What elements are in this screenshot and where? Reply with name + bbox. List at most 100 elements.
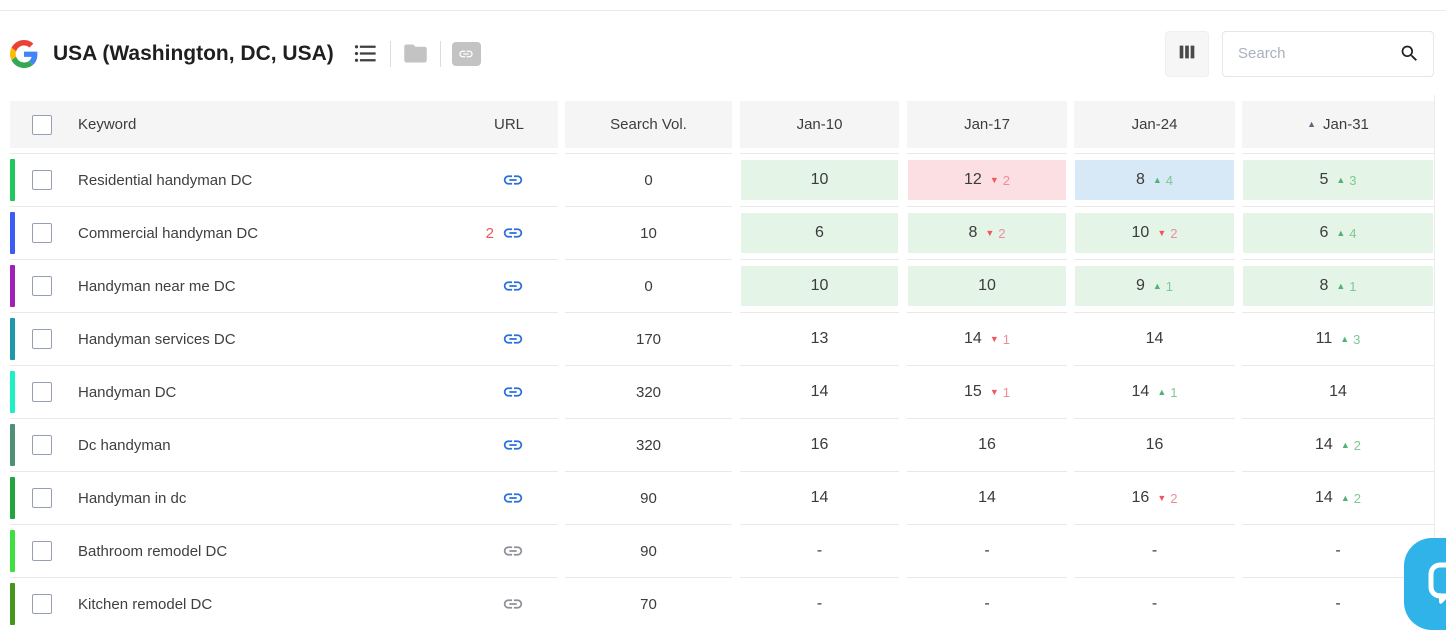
url-link-icon[interactable] bbox=[502, 169, 524, 191]
url-link-icon[interactable] bbox=[502, 381, 524, 403]
rank-change: ▲ 1 bbox=[1153, 279, 1173, 294]
rank-cell: 16 bbox=[907, 418, 1067, 471]
rank-change: ▼ 2 bbox=[990, 173, 1010, 188]
keyword-color-bar bbox=[10, 265, 15, 307]
search-vol-column-label: Search Vol. bbox=[610, 116, 687, 133]
rank-value: 16 bbox=[978, 436, 996, 453]
rank-change-value: 3 bbox=[1349, 172, 1357, 188]
row-checkbox[interactable] bbox=[32, 488, 52, 508]
rank-value: 13 bbox=[810, 330, 829, 347]
rank-value-pill: - bbox=[1075, 531, 1234, 571]
table-row: Handyman DC 320 14 15 ▼ 1 14 ▲ 1 14 bbox=[10, 365, 1434, 418]
search-box bbox=[1222, 30, 1434, 77]
rank-cell: 14 bbox=[1074, 312, 1235, 365]
select-all-checkbox[interactable] bbox=[32, 114, 52, 135]
url-link-icon[interactable] bbox=[502, 275, 524, 297]
chat-widget-button[interactable] bbox=[1404, 538, 1446, 630]
rank-change-value: 2 bbox=[1353, 490, 1361, 506]
rank-cell: - bbox=[1242, 577, 1434, 630]
rank-value-pill: - bbox=[908, 584, 1066, 624]
rank-change: ▲ 1 bbox=[1157, 385, 1177, 400]
search-volume-cell: 320 bbox=[565, 418, 732, 471]
rank-value: 8 bbox=[1319, 277, 1329, 294]
row-checkbox[interactable] bbox=[32, 382, 52, 402]
keyword-color-bar bbox=[10, 318, 15, 360]
row-checkbox[interactable] bbox=[32, 223, 52, 243]
rank-change: ▲ 4 bbox=[1336, 226, 1356, 241]
keyword-label: Residential handyman DC bbox=[78, 171, 253, 189]
rank-cell: 5 ▲ 3 bbox=[1242, 153, 1434, 206]
up-arrow-icon: ▲ bbox=[1340, 333, 1350, 344]
rank-cell: 16 ▼ 2 bbox=[1074, 471, 1235, 524]
folder-link-icon[interactable] bbox=[451, 41, 481, 66]
keyword-cell: Residential handyman DC bbox=[10, 153, 558, 206]
rank-value-pill: 11 ▲ 3 bbox=[1243, 319, 1433, 359]
rank-change: ▲ 3 bbox=[1336, 173, 1356, 188]
url-link-icon[interactable] bbox=[502, 328, 524, 350]
keyword-label: Dc handyman bbox=[78, 436, 171, 454]
columns-settings-button[interactable] bbox=[1165, 30, 1209, 77]
rank-value-pill: - bbox=[741, 584, 898, 624]
keyword-list-icon[interactable] bbox=[352, 40, 379, 67]
rank-value: 10 bbox=[810, 277, 829, 294]
rank-change-value: 2 bbox=[1170, 490, 1178, 506]
rank-cell: - bbox=[1074, 524, 1235, 577]
date-column-label: Jan-17 bbox=[964, 116, 1010, 133]
header-date-jan-17[interactable]: Jan-17 bbox=[907, 101, 1067, 148]
url-link-icon[interactable] bbox=[502, 222, 524, 244]
rank-value-pill: 14 bbox=[908, 478, 1066, 518]
header-date-jan-31[interactable]: ▲ Jan-31 bbox=[1242, 101, 1434, 148]
rank-value-pill: 14 ▲ 1 bbox=[1075, 372, 1234, 412]
window-top-edge bbox=[0, 0, 1446, 11]
header-keyword[interactable]: Keyword URL bbox=[10, 101, 558, 148]
rank-cell: 6 ▲ 4 bbox=[1242, 206, 1434, 259]
rank-change-value: 4 bbox=[1165, 172, 1174, 188]
rank-value: 14 bbox=[1145, 330, 1164, 347]
url-link-icon[interactable] bbox=[502, 434, 524, 456]
rank-value: 14 bbox=[964, 330, 982, 347]
rank-change-value: 3 bbox=[1353, 331, 1361, 347]
url-link-icon[interactable] bbox=[502, 540, 524, 562]
rank-cell: 14 ▲ 2 bbox=[1242, 471, 1434, 524]
header-date-jan-10[interactable]: Jan-10 bbox=[740, 101, 899, 148]
rank-change: ▼ 2 bbox=[985, 226, 1005, 241]
rank-value: - bbox=[816, 595, 823, 612]
down-arrow-icon: ▼ bbox=[989, 333, 999, 344]
rank-change: ▲ 4 bbox=[1153, 173, 1173, 188]
keyword-cell: Dc handyman bbox=[10, 418, 558, 471]
rank-change-value: 1 bbox=[1165, 278, 1174, 294]
rank-value-pill: 10 bbox=[741, 266, 898, 306]
rank-cell: 9 ▲ 1 bbox=[1074, 259, 1235, 312]
row-checkbox[interactable] bbox=[32, 594, 52, 614]
search-input[interactable] bbox=[1236, 44, 1399, 63]
rank-value: 16 bbox=[1145, 436, 1164, 453]
keyword-column-label: Keyword bbox=[78, 116, 137, 133]
url-link-icon[interactable] bbox=[502, 487, 524, 509]
search-icon[interactable] bbox=[1399, 43, 1420, 64]
rank-change: ▼ 1 bbox=[990, 385, 1010, 400]
keyword-color-bar bbox=[10, 477, 15, 519]
rank-change-value: 1 bbox=[1002, 331, 1010, 347]
rank-value: - bbox=[984, 595, 990, 612]
rank-value-pill: 6 ▲ 4 bbox=[1243, 213, 1433, 253]
header-search-vol[interactable]: Search Vol. bbox=[565, 101, 732, 148]
search-volume-cell: 70 bbox=[565, 577, 732, 630]
row-checkbox[interactable] bbox=[32, 435, 52, 455]
rank-value: 12 bbox=[964, 171, 982, 188]
row-checkbox[interactable] bbox=[32, 170, 52, 190]
rank-change: ▼ 1 bbox=[990, 332, 1010, 347]
header-date-jan-24[interactable]: Jan-24 bbox=[1074, 101, 1235, 148]
url-link-icon[interactable] bbox=[502, 593, 524, 615]
row-checkbox[interactable] bbox=[32, 329, 52, 349]
rank-value: 14 bbox=[1329, 383, 1347, 400]
row-checkbox[interactable] bbox=[32, 276, 52, 296]
table-row: Handyman in dc 90 14 14 16 ▼ 2 14 ▲ 2 bbox=[10, 471, 1434, 524]
row-checkbox[interactable] bbox=[32, 541, 52, 561]
rank-value-pill: - bbox=[1243, 531, 1433, 571]
url-cell bbox=[502, 540, 524, 562]
rank-value-pill: 10 bbox=[908, 266, 1066, 306]
keyword-label: Handyman DC bbox=[78, 383, 177, 401]
keyword-color-bar bbox=[10, 159, 15, 201]
folder-icon[interactable] bbox=[402, 40, 429, 67]
search-volume-cell: 170 bbox=[565, 312, 732, 365]
